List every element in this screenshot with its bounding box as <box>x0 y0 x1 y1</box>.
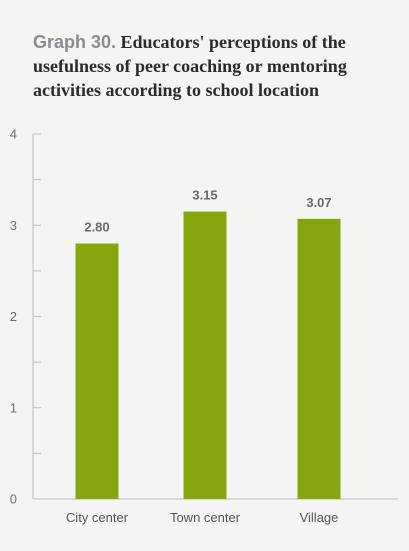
y-tick-label: 3 <box>10 218 17 233</box>
data-label: 3.07 <box>306 195 331 210</box>
title-text: Educators' perceptions of the usefulness… <box>33 32 347 100</box>
bar-village <box>297 218 341 500</box>
data-label: 2.80 <box>84 220 109 235</box>
y-tick-label: 0 <box>10 492 17 507</box>
data-label: 3.15 <box>192 188 217 203</box>
bar-city-center <box>75 243 119 499</box>
y-tick-label: 1 <box>10 400 17 415</box>
label-layer: 2.80 City center 3.15 Town center 3.07 Villag… <box>66 188 338 525</box>
y-tick-label: 4 <box>10 127 17 142</box>
category-label: City center <box>66 510 129 525</box>
y-tick-label: 2 <box>10 309 17 324</box>
chart-title: Graph 30. Educators' perceptions of the … <box>33 30 393 102</box>
bar-layer <box>75 211 341 500</box>
title-prefix: Graph 30. <box>33 32 117 52</box>
bar-town-center <box>183 211 227 499</box>
category-label: Town center <box>170 510 241 525</box>
category-label: Village <box>300 510 339 525</box>
